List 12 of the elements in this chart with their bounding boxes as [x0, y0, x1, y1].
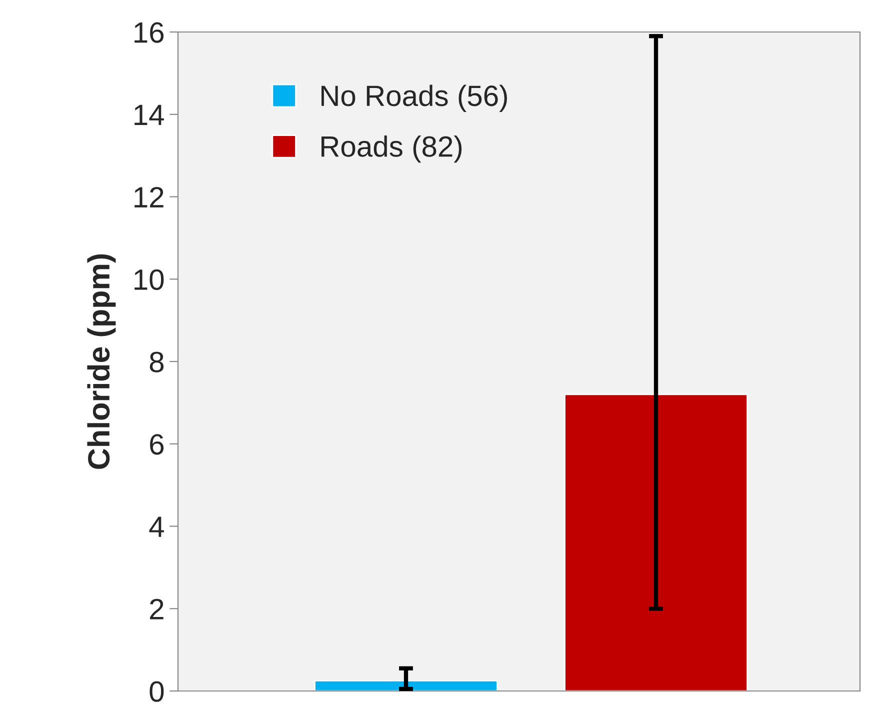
y-tick-label: 2: [150, 598, 164, 620]
y-tick-label: 10: [134, 269, 164, 290]
y-tick-label: 0: [150, 681, 164, 702]
y-tick-label: 8: [150, 352, 164, 372]
legend-label: No Roads (56): [322, 84, 507, 112]
y-tick-label: 14: [134, 104, 164, 125]
y-tick-label: 4: [149, 516, 164, 537]
y-tick-label: 16: [134, 22, 164, 43]
legend-label: Roads (82): [322, 135, 462, 163]
y-tick-label: 12: [134, 186, 164, 208]
y-tick-label: 6: [150, 434, 164, 455]
y-axis-title: Chloride (ppm): [87, 254, 116, 469]
